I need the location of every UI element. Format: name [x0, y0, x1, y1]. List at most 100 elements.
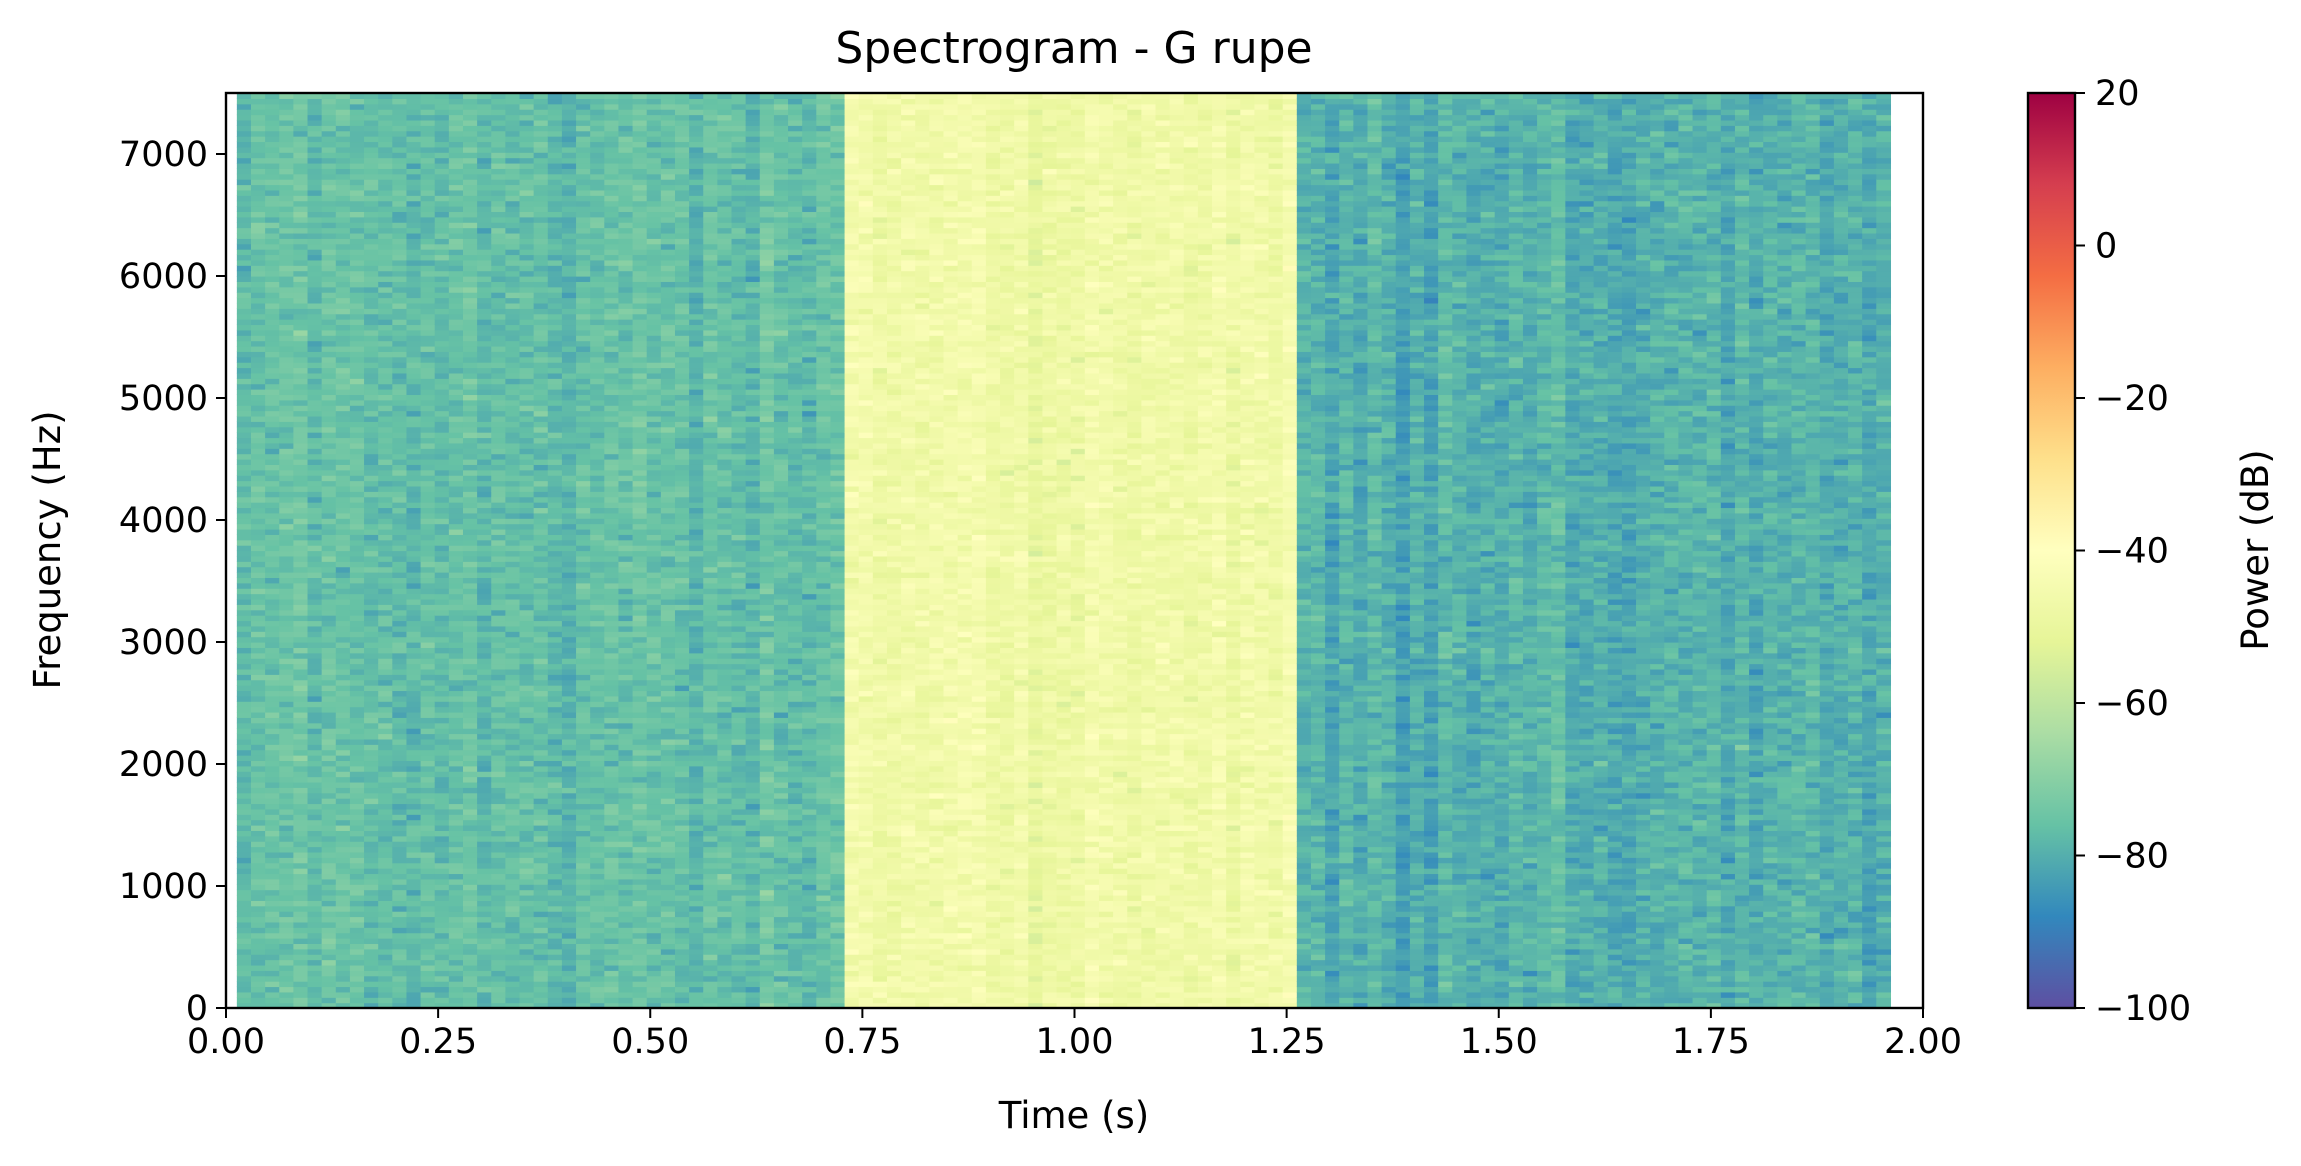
spectrogram-cell — [392, 819, 408, 826]
spectrogram-cell — [250, 631, 266, 638]
spectrogram-cell — [434, 254, 450, 261]
spectrogram-cell — [321, 114, 337, 121]
spectrogram-cell — [604, 545, 620, 552]
spectrogram-cell — [533, 297, 549, 304]
spectrogram-cell — [364, 674, 379, 681]
spectrogram-cell — [491, 146, 506, 153]
spectrogram-cell — [279, 986, 294, 993]
spectrogram-cell — [392, 631, 408, 638]
spectrogram-cell — [378, 604, 393, 611]
spectrogram-cell — [364, 351, 379, 358]
spectrogram-cell — [321, 432, 337, 439]
spectrogram-cell — [321, 534, 337, 541]
spectrogram-cell — [392, 938, 408, 945]
spectrogram-cell — [279, 873, 294, 880]
spectrogram-cell — [462, 168, 478, 175]
spectrogram-cell — [646, 841, 662, 848]
spectrogram-cell — [576, 292, 591, 299]
spectrogram-cell — [448, 798, 464, 805]
spectrogram-cell — [491, 211, 506, 218]
spectrogram-cell — [349, 878, 365, 885]
spectrogram-cell — [420, 114, 436, 121]
spectrogram-cell — [321, 728, 337, 735]
spectrogram-cell — [335, 964, 351, 971]
spectrogram-cell — [604, 270, 620, 277]
spectrogram-cell — [378, 938, 393, 945]
spectrogram-cell — [250, 469, 266, 476]
spectrogram-cell — [293, 948, 309, 955]
spectrogram-cell — [547, 615, 563, 622]
spectrogram-cell — [576, 1002, 591, 1008]
spectrogram-cell — [406, 620, 422, 627]
spectrogram-cell — [364, 970, 379, 977]
spectrogram-cell — [392, 507, 408, 514]
spectrogram-cell — [378, 146, 393, 153]
spectrogram-cell — [265, 846, 280, 853]
spectrogram-cell — [250, 98, 266, 105]
spectrogram-cell — [576, 93, 591, 99]
spectrogram-cell — [236, 98, 252, 105]
spectrogram-cell — [576, 566, 591, 573]
spectrogram-cell — [349, 830, 365, 837]
spectrogram-cell — [378, 259, 393, 266]
spectrogram-cell — [547, 857, 563, 864]
spectrogram-cell — [349, 781, 365, 788]
spectrogram-cell — [279, 281, 294, 288]
spectrogram-cell — [250, 93, 266, 99]
spectrogram-cell — [335, 582, 351, 589]
spectrogram-cell — [250, 512, 266, 519]
spectrogram-cell — [576, 636, 591, 643]
spectrogram-cell — [533, 292, 549, 299]
spectrogram-cell — [533, 399, 549, 406]
spectrogram-cell — [250, 502, 266, 509]
spectrogram-cell — [632, 512, 648, 519]
spectrogram-cell — [250, 776, 266, 783]
spectrogram-cell — [462, 679, 478, 686]
spectrogram-cell — [321, 313, 337, 320]
spectrogram-cell — [392, 733, 408, 740]
spectrogram-cell — [250, 889, 266, 896]
spectrogram-cell — [279, 211, 294, 218]
spectrogram-cell — [279, 647, 294, 654]
spectrogram-cell — [618, 733, 634, 740]
spectrogram-cell — [293, 270, 309, 277]
spectrogram-cell — [618, 749, 634, 756]
spectrogram-cell — [250, 943, 266, 950]
spectrogram-cell — [293, 464, 309, 471]
spectrogram-cell — [250, 625, 266, 632]
spectrogram-cell — [392, 620, 408, 627]
spectrogram-cell — [477, 437, 492, 444]
spectrogram-cell — [505, 868, 521, 875]
spectrogram-cell — [364, 647, 379, 654]
spectrogram-cell — [561, 685, 577, 692]
spectrogram-cell — [434, 502, 450, 509]
spectrogram-cell — [576, 916, 591, 923]
spectrogram-cell — [632, 701, 648, 708]
spectrogram-cell — [321, 93, 337, 99]
spectrogram-cell — [321, 588, 337, 595]
spectrogram-cell — [265, 916, 280, 923]
spectrogram-cell — [576, 394, 591, 401]
spectrogram-cell — [349, 625, 365, 632]
spectrogram-cell — [604, 668, 620, 675]
spectrogram-cell — [349, 437, 365, 444]
spectrogram-cell — [279, 405, 294, 412]
spectrogram-cell — [618, 787, 634, 794]
spectrogram-cell — [236, 588, 252, 595]
spectrogram-cell — [420, 243, 436, 250]
spectrogram-cell — [462, 518, 478, 525]
spectrogram-cell — [519, 776, 535, 783]
spectrogram-cell — [590, 351, 605, 358]
spectrogram-cell — [236, 216, 252, 223]
spectrogram-cell — [491, 539, 506, 546]
spectrogram-cell — [265, 459, 280, 465]
spectrogram-cell — [420, 577, 436, 584]
spectrogram-cell — [590, 238, 605, 245]
spectrogram-cell — [293, 222, 309, 229]
spectrogram-cell — [378, 803, 393, 810]
spectrogram-cell — [378, 475, 393, 482]
spectrogram-cell — [477, 453, 492, 460]
spectrogram-cell — [378, 389, 393, 396]
spectrogram-cell — [335, 329, 351, 336]
